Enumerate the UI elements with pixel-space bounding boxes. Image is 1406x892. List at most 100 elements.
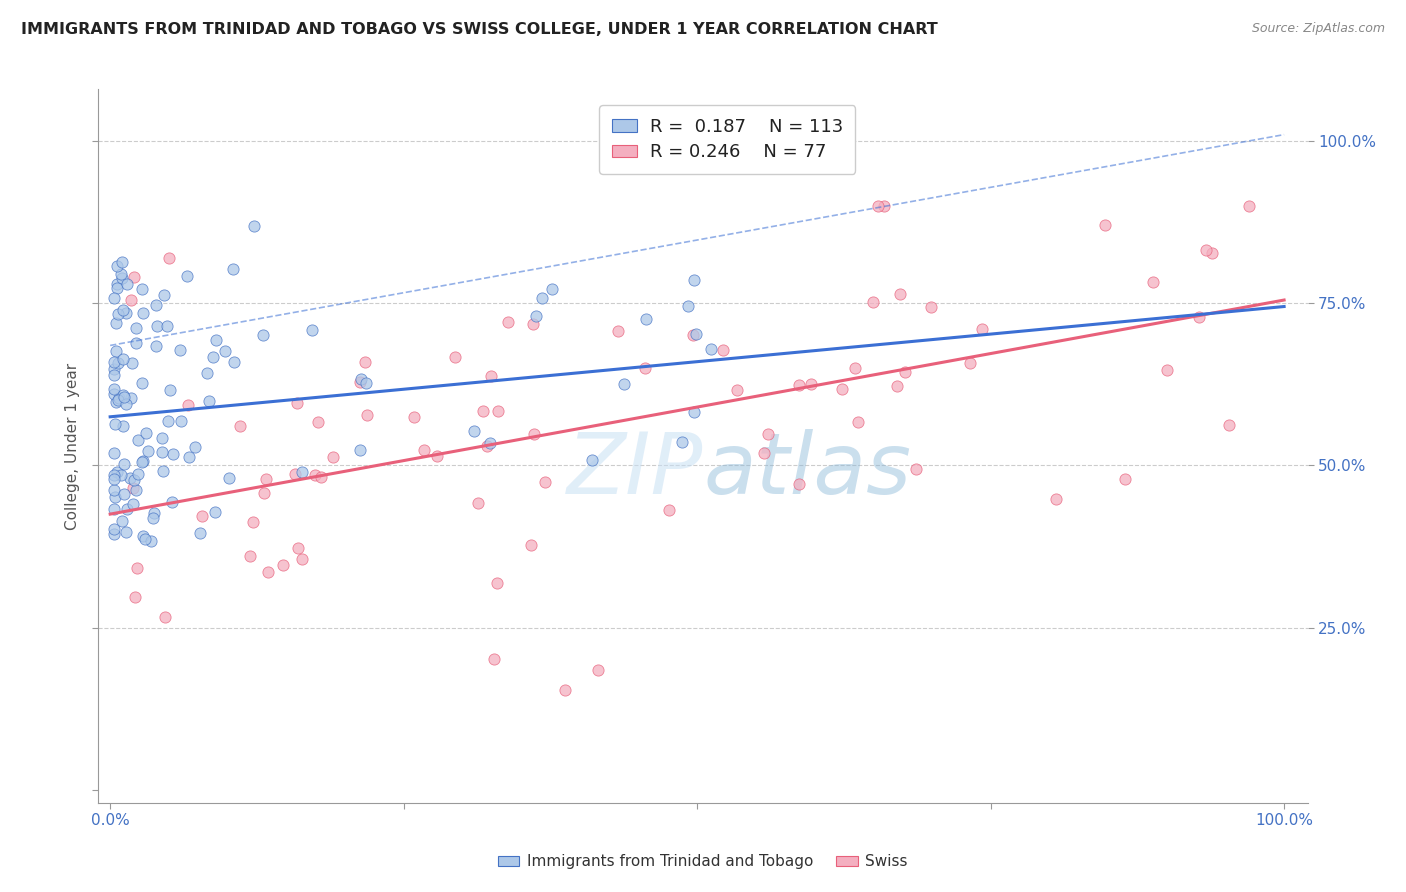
Point — [478, 436, 501, 450]
Point — [103, 355, 125, 369]
Point — [103, 522, 125, 536]
Point — [613, 377, 636, 392]
Point — [253, 486, 276, 500]
Point — [107, 307, 129, 321]
Point — [304, 468, 326, 483]
Point — [104, 491, 127, 505]
Point — [872, 199, 894, 213]
Point — [107, 356, 129, 370]
Point — [111, 255, 134, 269]
Point — [104, 417, 127, 432]
Point — [138, 444, 160, 458]
Point — [254, 471, 277, 485]
Point — [157, 414, 180, 428]
Point — [131, 455, 153, 469]
Point — [309, 470, 332, 484]
Point — [120, 471, 142, 485]
Point — [284, 467, 307, 482]
Point — [156, 318, 179, 333]
Point — [105, 316, 128, 330]
Point — [486, 403, 509, 417]
Point — [121, 497, 143, 511]
Point — [676, 298, 699, 312]
Point — [633, 360, 655, 375]
Point — [239, 549, 262, 564]
Point — [131, 376, 153, 390]
Point — [110, 267, 132, 281]
Point — [257, 565, 280, 579]
Point — [112, 388, 135, 402]
Point — [121, 355, 143, 369]
Point — [103, 483, 125, 497]
Point — [682, 328, 704, 343]
Point — [132, 306, 155, 320]
Point — [111, 419, 134, 434]
Point — [179, 450, 201, 465]
Point — [152, 465, 174, 479]
Point — [524, 309, 547, 323]
Point — [307, 416, 329, 430]
Point — [889, 287, 911, 301]
Point — [866, 199, 889, 213]
Point — [103, 502, 125, 516]
Point — [425, 450, 447, 464]
Point — [658, 503, 681, 517]
Point — [1156, 363, 1178, 377]
Point — [150, 431, 173, 445]
Legend: R =  0.187    N = 113, R = 0.246    N = 77: R = 0.187 N = 113, R = 0.246 N = 77 — [599, 105, 855, 174]
Point — [905, 462, 928, 476]
Point — [1201, 246, 1223, 260]
Point — [145, 339, 167, 353]
Point — [176, 398, 198, 412]
Point — [349, 375, 371, 389]
Point — [159, 384, 181, 398]
Point — [103, 468, 125, 483]
Point — [886, 379, 908, 393]
Point — [496, 314, 519, 328]
Point — [122, 481, 145, 495]
Point — [894, 365, 917, 379]
Point — [229, 419, 252, 434]
Point — [153, 610, 176, 624]
Point — [104, 344, 127, 359]
Point — [132, 453, 155, 467]
Point — [124, 590, 146, 604]
Point — [183, 440, 205, 454]
Point — [145, 319, 167, 334]
Point — [222, 261, 245, 276]
Point — [131, 529, 153, 543]
Point — [131, 281, 153, 295]
Point — [671, 435, 693, 450]
Text: IMMIGRANTS FROM TRINIDAD AND TOBAGO VS SWISS COLLEGE, UNDER 1 YEAR CORRELATION C: IMMIGRANTS FROM TRINIDAD AND TOBAGO VS S… — [21, 22, 938, 37]
Point — [205, 333, 228, 347]
Point — [150, 444, 173, 458]
Point — [479, 369, 502, 384]
Point — [291, 465, 314, 479]
Point — [103, 291, 125, 305]
Point — [1114, 472, 1136, 486]
Point — [787, 378, 810, 392]
Point — [463, 425, 485, 439]
Point — [1195, 243, 1218, 257]
Point — [112, 390, 135, 404]
Point — [523, 426, 546, 441]
Point — [103, 368, 125, 382]
Point — [170, 414, 193, 428]
Point — [530, 291, 553, 305]
Point — [243, 219, 266, 233]
Point — [115, 502, 138, 516]
Point — [520, 538, 543, 552]
Point — [103, 445, 125, 459]
Point — [972, 322, 994, 336]
Point — [103, 383, 125, 397]
Point — [103, 362, 125, 376]
Point — [711, 343, 734, 357]
Point — [201, 350, 224, 364]
Point — [105, 280, 128, 294]
Point — [103, 527, 125, 541]
Point — [222, 354, 245, 368]
Point — [112, 486, 135, 500]
Point — [242, 515, 264, 529]
Point — [700, 342, 723, 356]
Point — [145, 298, 167, 312]
